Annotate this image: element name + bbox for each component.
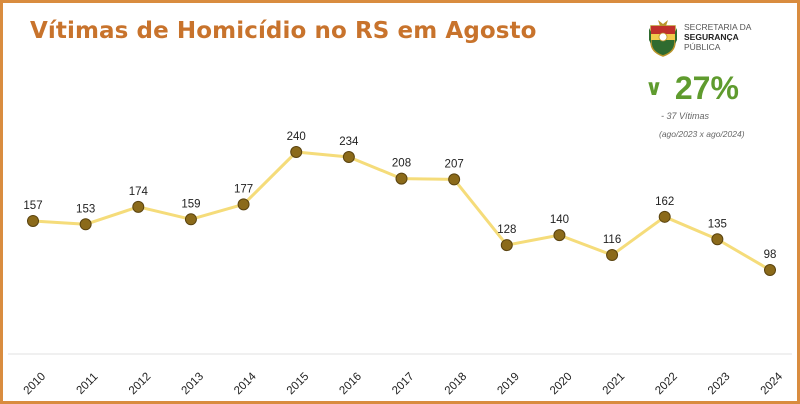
data-label: 98 (764, 249, 777, 261)
data-label: 153 (76, 203, 95, 215)
data-point (711, 233, 724, 246)
x-tick-label: 2021 (601, 371, 628, 398)
data-point (290, 146, 303, 158)
chart-title: Vítimas de Homicídio no RS em Agosto (30, 18, 537, 44)
x-tick-label: 2016 (337, 371, 364, 398)
data-label: 234 (339, 136, 359, 148)
data-point (237, 198, 250, 211)
coat-of-arms-icon (649, 20, 677, 57)
x-tick-label: 2020 (548, 371, 575, 398)
data-point (500, 239, 513, 252)
x-tick-label: 2015 (285, 371, 312, 398)
x-tick-label: 2017 (390, 371, 417, 398)
x-tick-label: 2012 (127, 371, 154, 398)
data-point (658, 210, 671, 223)
x-tick-label: 2019 (495, 371, 522, 398)
data-label: 207 (445, 158, 464, 170)
x-tick-label: 2022 (653, 371, 680, 398)
data-label: 162 (655, 196, 674, 208)
variation-subtitle: - 37 Vítimas (661, 111, 710, 121)
x-tick-label: 2014 (232, 370, 259, 397)
secretaria-logo: SECRETARIA DA SEGURANÇA PÚBLICA (648, 18, 751, 58)
variation-percent: 27% (674, 70, 739, 106)
data-label: 140 (550, 214, 569, 226)
data-point (764, 264, 776, 276)
data-label: 159 (181, 198, 200, 210)
variation-period: (ago/2023 x ago/2024) (659, 129, 745, 139)
data-label: 177 (234, 183, 253, 195)
logo-line-2: SEGURANÇA (684, 32, 739, 42)
data-label: 157 (23, 200, 42, 212)
data-point (448, 173, 461, 186)
data-label: 208 (392, 158, 411, 170)
data-point (79, 218, 92, 231)
x-tick-label: 2013 (180, 371, 207, 398)
data-point (395, 172, 408, 185)
data-point (27, 214, 39, 227)
data-label: 240 (287, 131, 306, 143)
x-tick-label: 2024 (759, 370, 786, 397)
data-label: 174 (129, 186, 149, 198)
decrease-arrow-icon: ∨ (645, 76, 663, 101)
data-point (553, 229, 566, 242)
logo-line-3: PÚBLICA (684, 42, 721, 52)
x-tick-label: 2010 (22, 371, 49, 398)
variation-summary: ∨ 27% - 37 Vítimas (ago/2023 x ago/2024) (645, 70, 775, 139)
data-label: 128 (497, 224, 516, 236)
data-label: 135 (708, 218, 727, 230)
data-point (184, 213, 197, 226)
series-line (32, 150, 771, 272)
x-tick-label: 2018 (443, 371, 470, 398)
data-point (342, 150, 355, 163)
x-tick-label: 2011 (75, 371, 101, 397)
logo-line-1: SECRETARIA DA (684, 22, 752, 32)
x-tick-label: 2023 (706, 371, 733, 398)
data-point (132, 200, 145, 213)
data-label: 116 (603, 234, 621, 246)
data-point (606, 249, 619, 262)
